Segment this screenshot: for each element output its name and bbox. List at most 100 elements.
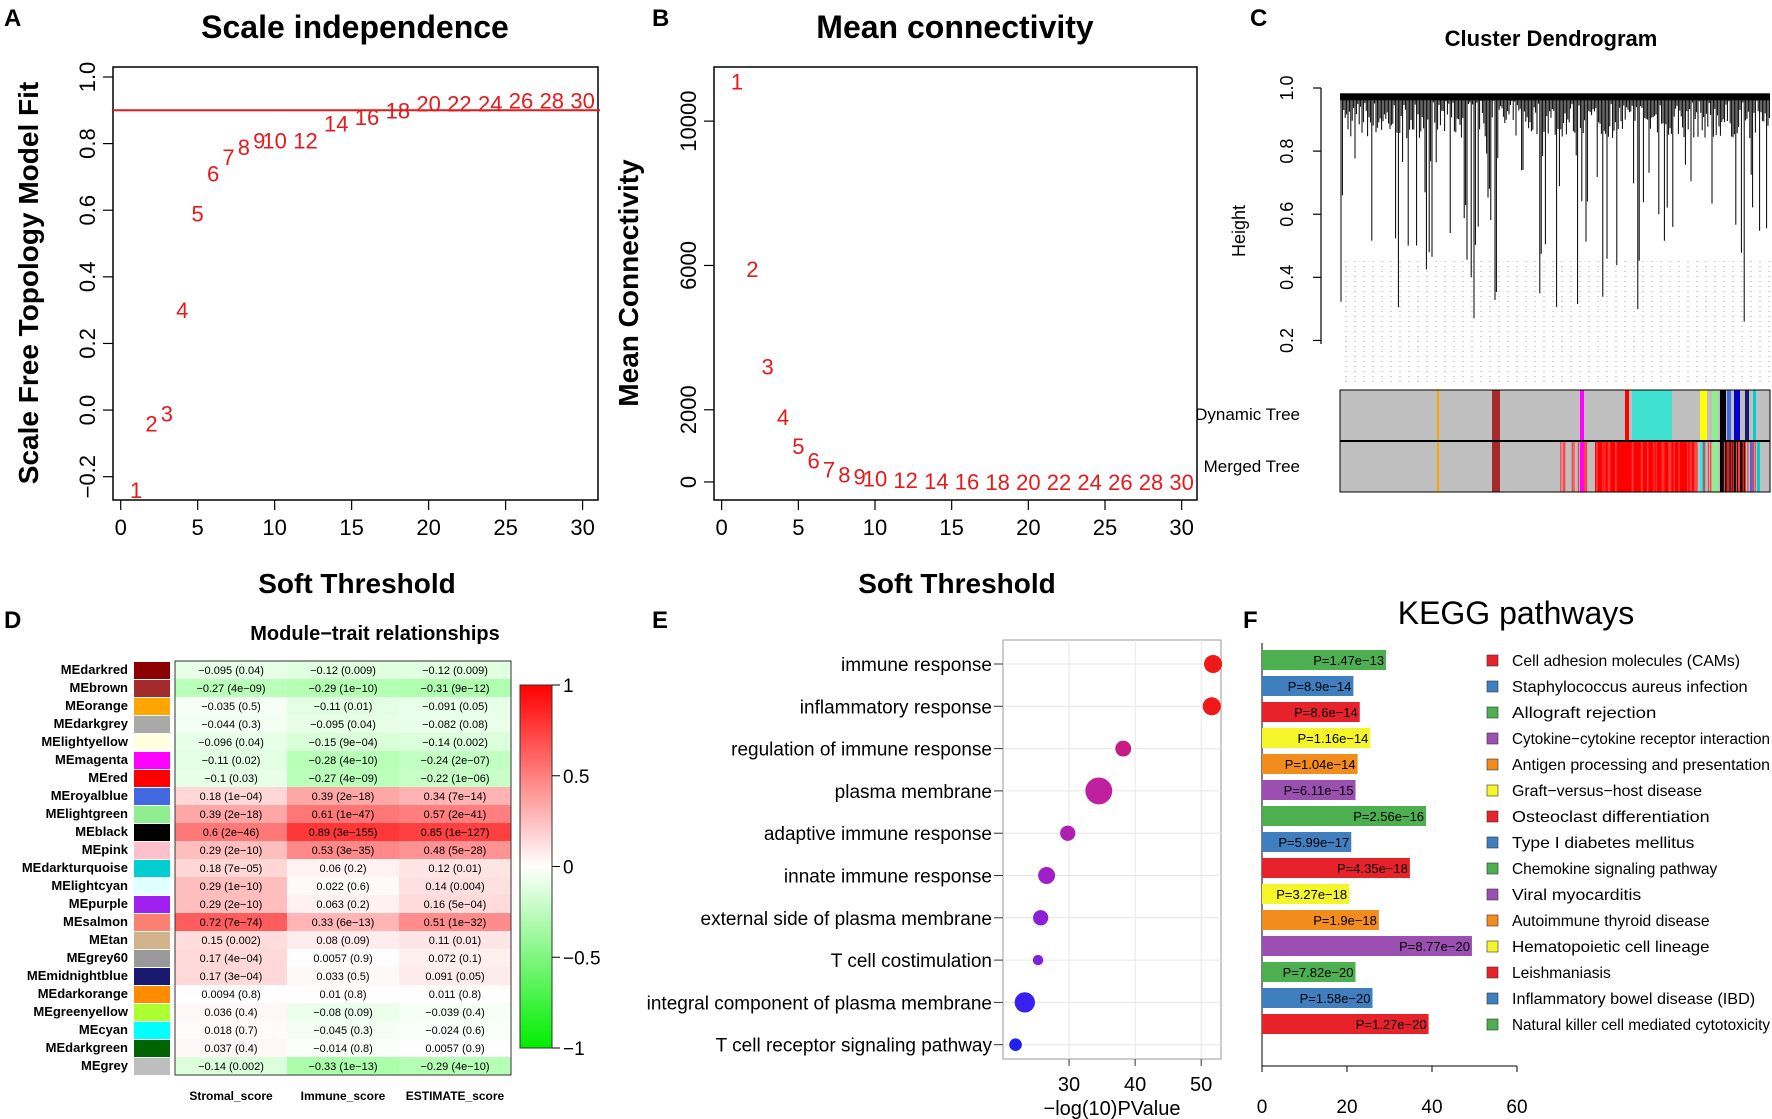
b-point-label: 5 [792, 434, 804, 459]
a-y-tick-label: 0.0 [75, 395, 100, 426]
panel-c-row-label-merged: Merged Tree [1204, 457, 1300, 476]
c-y-tick-label: 0.8 [1277, 139, 1297, 164]
d-cell [399, 823, 511, 841]
a-point-label: 4 [176, 298, 188, 323]
d-module-swatch [134, 824, 170, 841]
b-point-label: 8 [838, 463, 850, 488]
d-row-label: MEdarkturquoise [22, 860, 128, 875]
panel-f-x-axis: 0 20 40 60 [1257, 1066, 1528, 1118]
d-cell [399, 1057, 511, 1075]
c-merged-stripe [1653, 442, 1655, 492]
c-y-tick-label: 0.4 [1277, 265, 1297, 290]
d-module-swatch [134, 1058, 170, 1075]
b-point-label: 3 [762, 354, 774, 379]
d-row-label: MEdarkred [61, 662, 128, 677]
c-dynamic-stripe [1745, 390, 1749, 440]
d-cell [287, 841, 399, 859]
f-legend-swatch [1486, 966, 1499, 979]
e-term-label: adaptive immune response [764, 824, 992, 845]
panel-c-y-label: Height [1229, 205, 1249, 257]
f-legend-label: Cell adhesion molecules (CAMs) [1512, 653, 1740, 670]
d-module-swatch [134, 680, 170, 697]
a-y-tick-label: 1.0 [75, 62, 100, 93]
e-bubble [1085, 777, 1113, 805]
d-cell-label: −0.22 (1e−06) [420, 773, 489, 785]
c-merged-stripe [1693, 442, 1696, 492]
a-y-tick-label: 0.8 [75, 128, 100, 159]
d-module-swatch [134, 698, 170, 715]
d-cell-label: −0.29 (4e−10) [420, 1061, 489, 1073]
c-merged-stripe [1742, 442, 1744, 492]
a-point-label: 12 [293, 128, 317, 153]
d-row-label: MEgreenyellow [33, 1004, 129, 1019]
d-cell [175, 931, 287, 949]
d-cell [399, 715, 511, 733]
c-dynamic-stripe [1632, 390, 1672, 440]
c-band-frame [1339, 389, 1771, 493]
d-row-label: MEsalmon [63, 914, 128, 929]
a-point-label: 7 [222, 145, 234, 170]
panel-c-cluster-dendrogram: Cluster Dendrogram 0.2 0.4 0.6 0.8 1.0 Heigh… [1195, 26, 1771, 493]
f-bar-label: P=3.27e−18 [1276, 887, 1347, 902]
d-cell [399, 931, 511, 949]
d-cell-label: −0.28 (4e−10) [308, 755, 377, 767]
c-merged-stripe [1668, 442, 1670, 492]
c-merged-stripe [1655, 442, 1657, 492]
d-module-swatch [134, 788, 170, 805]
c-dynamic-tree-band [1340, 390, 1770, 440]
d-cell-label: 0.037 (0.4) [204, 1043, 257, 1055]
d-cell-label: 0.14 (0.004) [425, 881, 484, 893]
b-x-tick-label: 30 [1169, 515, 1193, 540]
d-cell-label: 0.08 (0.09) [316, 935, 369, 947]
d-cell [175, 1021, 287, 1039]
f-legend-swatch [1486, 862, 1499, 875]
d-cell [175, 895, 287, 913]
a-point-label: 8 [238, 135, 250, 160]
d-cell [287, 895, 399, 913]
d-cell [287, 823, 399, 841]
d-cell-label: −0.24 (2e−07) [420, 755, 489, 767]
b-point-label: 20 [1016, 470, 1040, 495]
d-cell-label: 0.018 (0.7) [204, 1025, 257, 1037]
panel-b-y-axis: 0 2000 6000 10000 [676, 91, 714, 488]
d-module-swatch [134, 716, 170, 733]
c-merged-stripe [1730, 442, 1732, 492]
d-cell-label: 0.0094 (0.8) [201, 989, 260, 1001]
c-merged-stripe [1738, 442, 1741, 492]
b-point-label: 24 [1077, 470, 1101, 495]
d-row-label: MEpink [82, 842, 129, 857]
f-legend-swatch [1486, 1018, 1499, 1031]
d-row-label: MEpurple [69, 896, 128, 911]
d-cell-label: 0.29 (2e−10) [200, 845, 263, 857]
a-point-label: 20 [416, 92, 440, 117]
panel-e-x-label: −log(10)PValue [1044, 1098, 1181, 1119]
d-cell-label: 0.11 (0.01) [429, 935, 481, 947]
panel-letter-e: E [652, 607, 668, 634]
f-legend-label: Antigen processing and presentation [1512, 757, 1770, 774]
d-cell [175, 697, 287, 715]
f-bar [1262, 702, 1360, 722]
e-bubble [1115, 740, 1132, 757]
panel-d-colorbar-ticks: 1 0.5 0 −0.5 −1 [552, 676, 601, 1060]
c-dynamic-stripe [1437, 390, 1439, 440]
f-legend-label: Staphylococcus aureus infection [1512, 679, 1748, 696]
d-cell-label: −0.014 (0.8) [313, 1043, 373, 1055]
d-colorbar-tick-label: −1 [563, 1039, 585, 1060]
f-legend-swatch [1486, 836, 1499, 849]
d-cell [287, 1039, 399, 1057]
d-cell [287, 787, 399, 805]
e-bubble [1014, 992, 1035, 1013]
panel-d-title: Module−trait relationships [250, 623, 499, 645]
d-cell [287, 805, 399, 823]
b-x-tick-label: 15 [939, 515, 963, 540]
c-merged-stripe [1577, 442, 1580, 492]
b-point-label: 26 [1108, 470, 1132, 495]
a-x-tick-label: 20 [416, 515, 440, 540]
a-x-tick-label: 0 [115, 515, 127, 540]
panel-d-module-trait-heatmap: Module−trait relationships MEdarkred −0.0… [22, 623, 601, 1103]
c-merged-stripe [1752, 442, 1754, 492]
c-merged-stripe [1573, 442, 1575, 492]
d-cell [399, 895, 511, 913]
a-y-tick-label: 0.6 [75, 195, 100, 226]
